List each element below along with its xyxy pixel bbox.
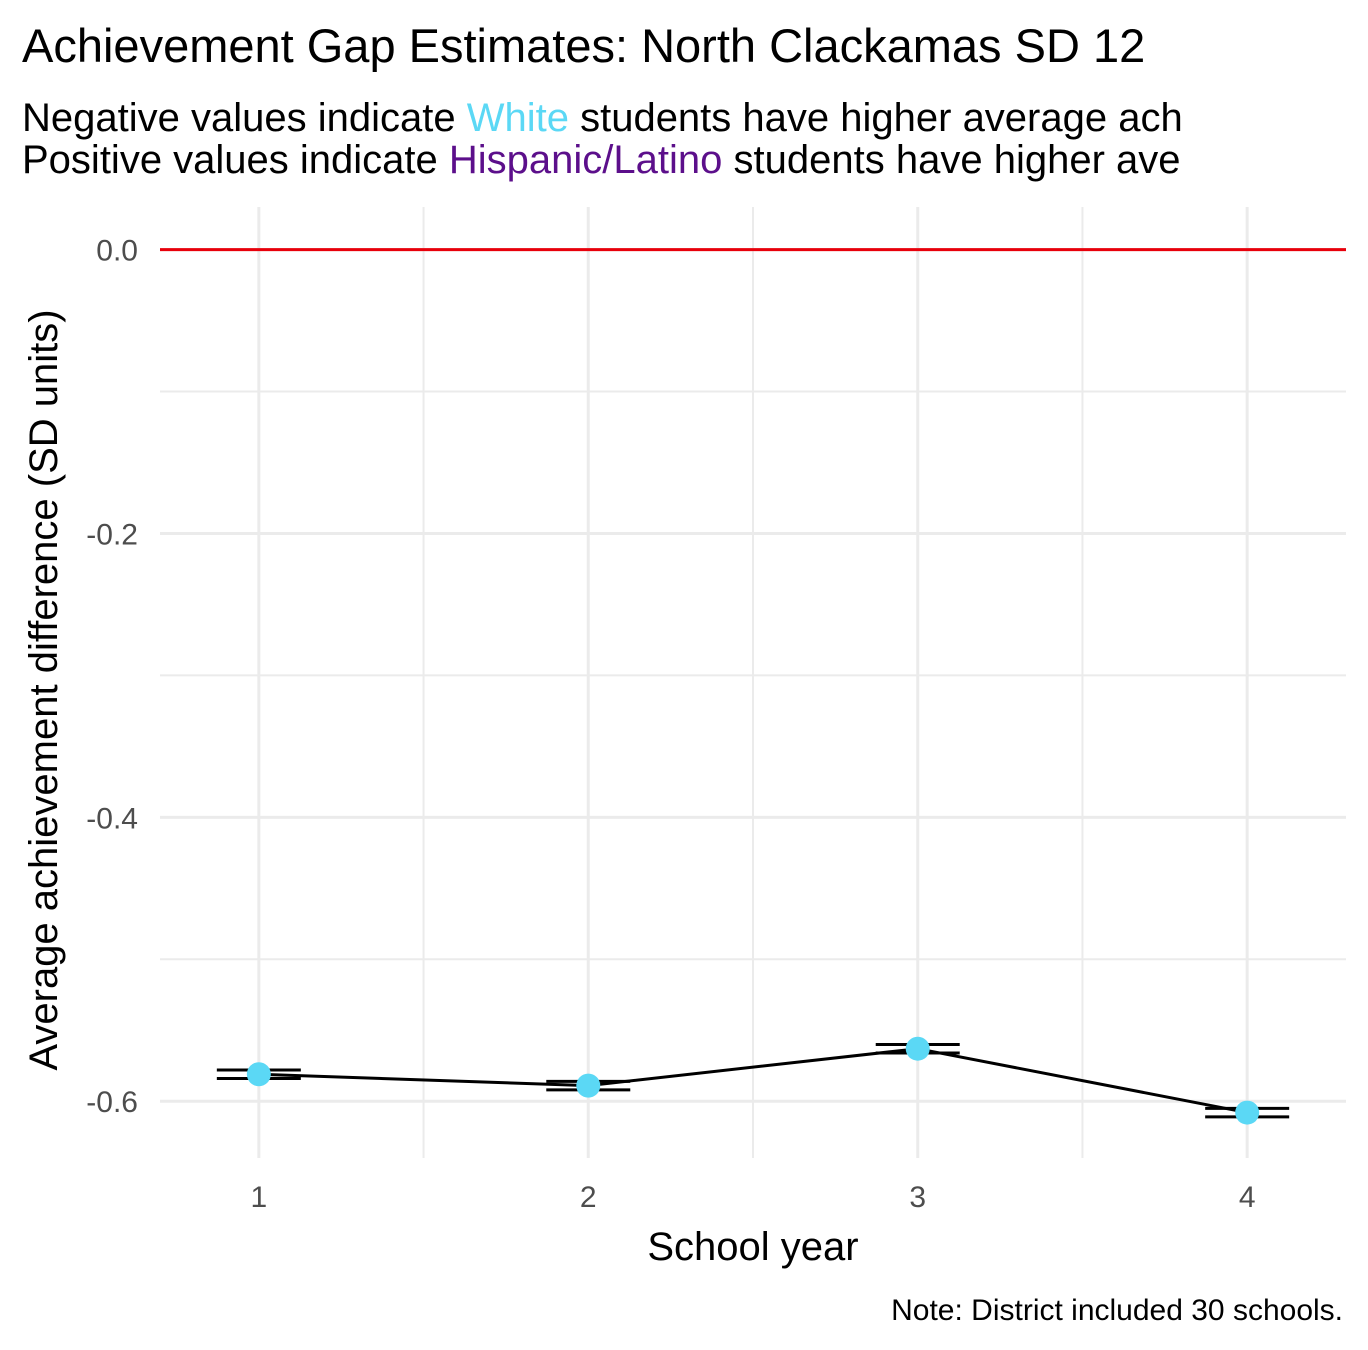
series-layer (216, 1036, 1290, 1125)
subtitle-2-highlight-hispanic: Hispanic/Latino (448, 138, 723, 182)
subtitle-line-2: Positive values indicate Hispanic/Latino… (22, 138, 1181, 182)
subtitle-1-highlight-white: White (466, 96, 569, 140)
data-point (905, 1036, 930, 1061)
x-tick-label: 3 (909, 1181, 926, 1214)
data-point (576, 1073, 601, 1098)
x-tick-label: 1 (250, 1181, 267, 1214)
y-axis-title: Average achievement difference (SD units… (22, 309, 66, 1070)
series-line (258, 1047, 1248, 1115)
chart-title: Achievement Gap Estimates: North Clackam… (22, 19, 1146, 72)
subtitle-1-pre: Negative values indicate (22, 96, 467, 140)
data-point (1235, 1100, 1260, 1125)
caption-note: Note: District included 30 schools. (891, 1294, 1343, 1327)
y-tick-label: 0.0 (96, 235, 138, 268)
subtitle-2-post: students have higher ave (722, 138, 1181, 182)
y-tick-label: -0.2 (86, 518, 138, 551)
subtitle-2-pre: Positive values indicate (22, 138, 449, 182)
y-tick-label: -0.6 (86, 1086, 138, 1119)
y-tick-labels: 0.0 -0.2 -0.4 -0.6 (86, 235, 138, 1120)
x-tick-labels: 1 2 3 4 (250, 1181, 1255, 1214)
data-point (246, 1062, 271, 1087)
y-tick-label: -0.4 (86, 802, 138, 835)
x-tick-label: 2 (580, 1181, 597, 1214)
grid-layer (160, 207, 1346, 1158)
subtitle-1-post: students have higher average ach (568, 96, 1183, 140)
x-tick-label: 4 (1239, 1181, 1256, 1214)
x-axis-title: School year (647, 1225, 858, 1269)
subtitle-line-1: Negative values indicate White students … (22, 96, 1183, 140)
